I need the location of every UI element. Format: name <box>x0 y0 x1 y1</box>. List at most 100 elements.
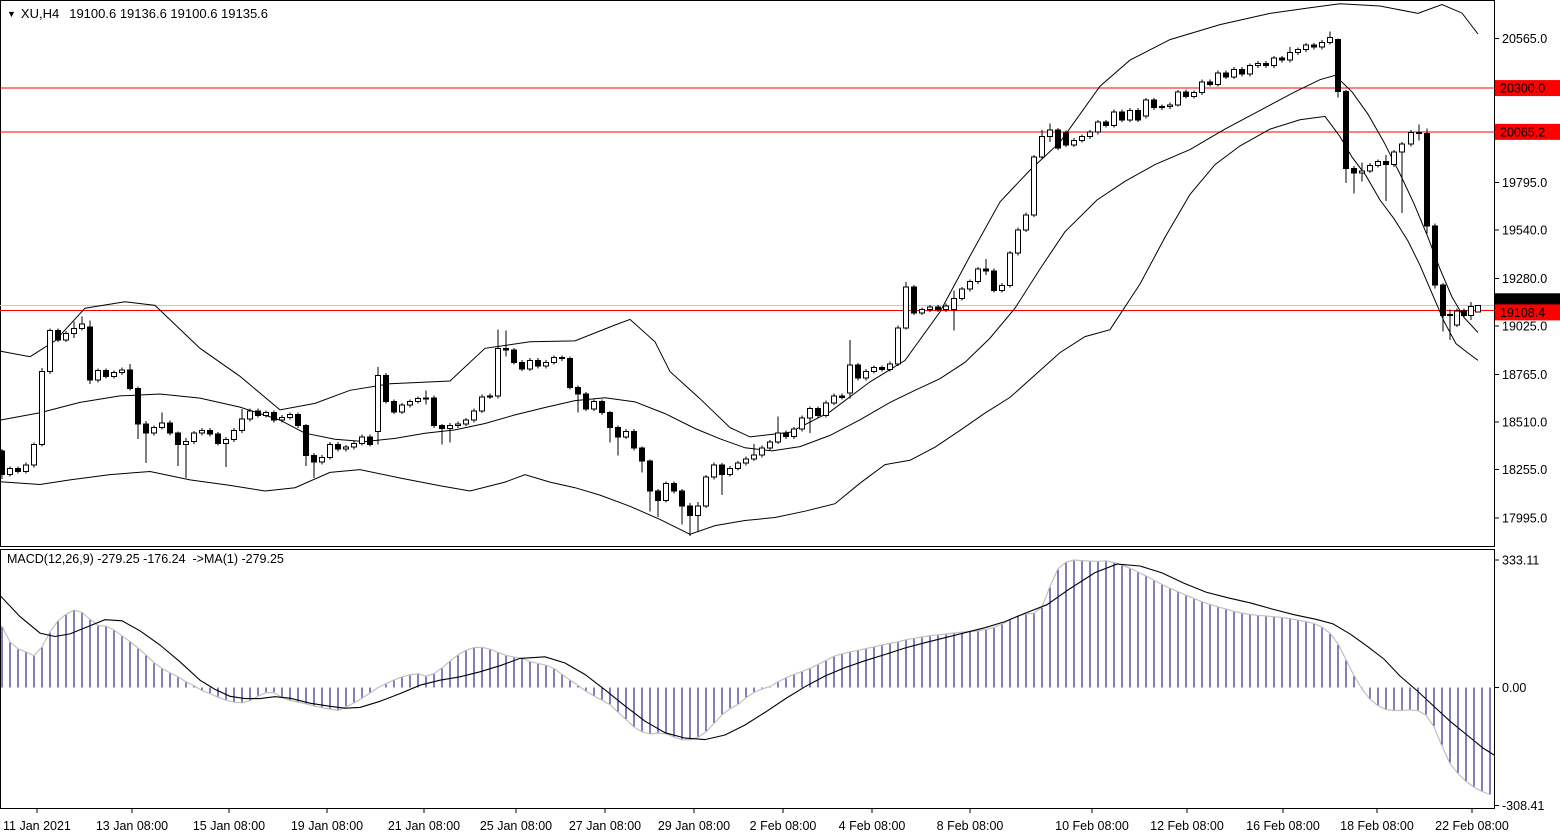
candle-body <box>1375 161 1381 166</box>
candle <box>463 417 469 427</box>
candle-body <box>903 286 909 329</box>
candle-body <box>15 468 21 472</box>
candle <box>1183 89 1189 99</box>
time-tick-label: 22 Feb 08:00 <box>1435 819 1509 833</box>
candle <box>1231 67 1237 80</box>
candle-body <box>1215 72 1221 85</box>
candle-body <box>1454 310 1460 326</box>
candle <box>23 462 29 474</box>
candle-body <box>375 374 381 432</box>
candle <box>1119 109 1125 123</box>
time-tick-label: 25 Jan 08:00 <box>480 819 552 833</box>
macd-panel-border <box>0 549 1495 809</box>
time-tick-label: 11 Jan 2021 <box>3 819 71 833</box>
symbol-ohlc-values: 19100.6 19136.6 19100.6 19135.6 <box>69 6 269 21</box>
candle <box>1454 308 1460 328</box>
candle-body <box>1143 99 1149 117</box>
candle <box>143 421 149 464</box>
candle <box>151 425 157 436</box>
candle <box>775 416 781 445</box>
candle-body <box>1383 161 1389 166</box>
candle-body <box>167 422 173 434</box>
candle-body <box>1263 62 1269 67</box>
candle <box>751 444 757 462</box>
candle-body <box>1432 225 1438 286</box>
candle <box>1359 162 1365 182</box>
candle-body <box>191 432 197 443</box>
candle-body <box>359 436 365 444</box>
candle-body <box>1303 44 1309 51</box>
candle <box>95 368 101 383</box>
price-tick-label: 19540.0 <box>1502 223 1547 237</box>
candle-body <box>815 408 821 416</box>
candle-body <box>631 430 637 449</box>
candle-body <box>175 432 181 445</box>
candle <box>71 321 77 339</box>
macd-indicator-label: MACD(12,26,9) -279.25 -176.24 ->MA(1) -2… <box>7 552 284 566</box>
candle-body <box>543 361 549 367</box>
price-tick-label: 18765.0 <box>1502 368 1547 382</box>
candle <box>759 445 765 458</box>
candle <box>647 459 653 512</box>
candle <box>623 429 629 440</box>
candle-body <box>1111 111 1117 126</box>
candle <box>831 393 837 406</box>
candle-body <box>1440 284 1446 317</box>
candle-body <box>1119 111 1125 121</box>
candle-body <box>567 358 573 389</box>
candle <box>567 356 573 390</box>
candle <box>935 304 941 312</box>
candle-body <box>1159 106 1165 109</box>
candle-body <box>663 483 669 501</box>
candle-body <box>111 372 117 377</box>
candle <box>927 304 933 312</box>
candle <box>1468 302 1474 320</box>
candle-body <box>1223 72 1229 78</box>
candle <box>191 430 197 444</box>
candle <box>607 410 613 443</box>
candle-body <box>1167 104 1173 108</box>
candle <box>103 368 109 379</box>
candle-body <box>727 467 733 475</box>
candle-body <box>1279 57 1285 61</box>
macd-tick-label: 333.11 <box>1502 553 1539 567</box>
candle-body <box>1199 81 1205 94</box>
candle <box>1087 129 1093 139</box>
candle-body <box>871 367 877 372</box>
candle <box>55 328 61 343</box>
candle <box>279 415 285 423</box>
candle <box>39 367 45 447</box>
candle <box>335 442 341 452</box>
candle <box>287 412 293 420</box>
candle-body <box>999 284 1005 291</box>
candle-body <box>463 419 469 425</box>
candle-body <box>0 450 5 475</box>
candle <box>223 436 229 467</box>
candle <box>1055 127 1061 150</box>
candle <box>391 399 397 414</box>
candle <box>1151 97 1157 110</box>
symbol-dropdown-icon[interactable]: ▼ <box>7 9 16 19</box>
candle <box>447 422 453 443</box>
candle-body <box>1175 91 1181 106</box>
candle-body <box>455 423 461 427</box>
candle-body <box>1063 132 1069 146</box>
panel-separator[interactable] <box>0 546 1494 550</box>
candle-body <box>343 446 349 450</box>
candle-body <box>743 458 749 464</box>
candle-body <box>311 455 317 463</box>
candle <box>255 408 261 418</box>
candle <box>175 431 181 466</box>
candle <box>1015 227 1021 256</box>
price-badge <box>1495 304 1560 321</box>
time-tick-label: 15 Jan 08:00 <box>193 819 265 833</box>
candle-body <box>767 441 773 449</box>
candle <box>1263 61 1269 68</box>
candle <box>1159 104 1165 110</box>
candle-body <box>583 393 589 410</box>
candle-body <box>519 361 525 370</box>
candle-body <box>1095 121 1101 133</box>
candle <box>1303 42 1309 52</box>
candle <box>599 399 605 415</box>
